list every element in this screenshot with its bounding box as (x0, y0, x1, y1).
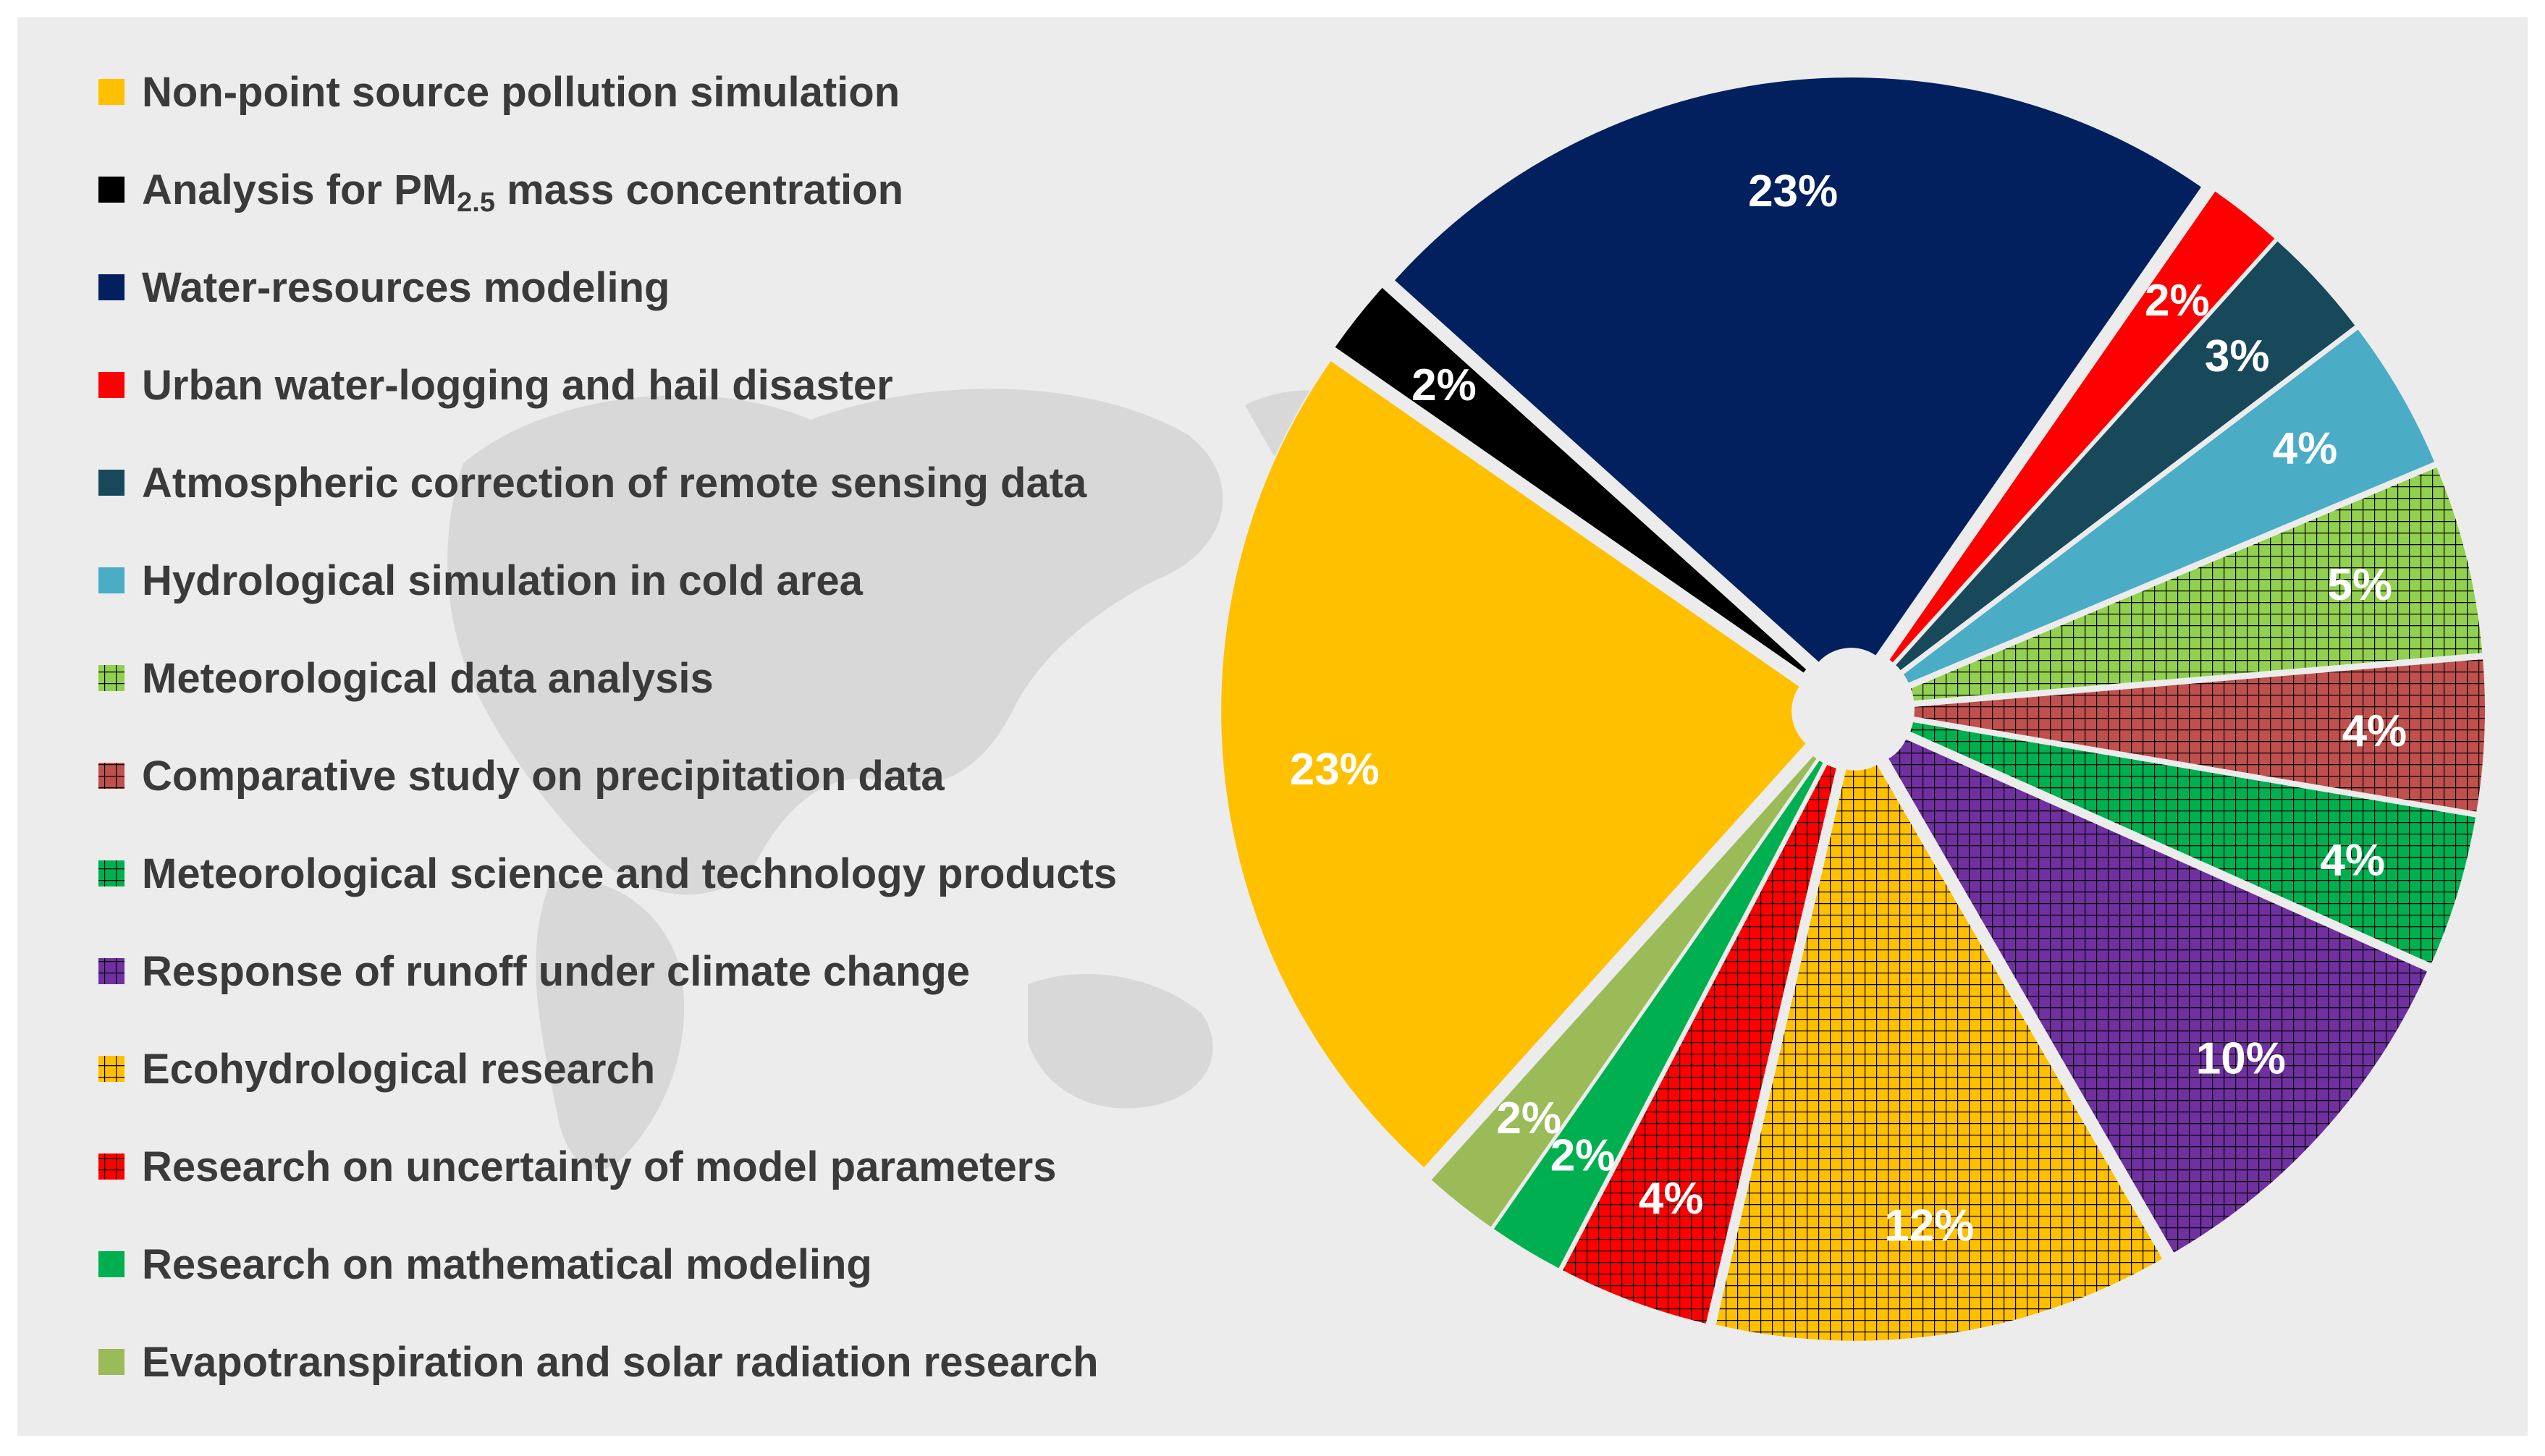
pie-slice-meteorological-data-analysis (1909, 465, 2484, 703)
pie-slice-meteorological-science-and-technology-products (1908, 720, 2478, 965)
pie-slice-labels: 23%2%3%4%5%4%4%10%12%4%2%2%23%2% (1290, 166, 2407, 1250)
legend-swatch (98, 1251, 124, 1277)
legend-label: Water-resources modeling (142, 264, 670, 311)
pie-slices (1220, 76, 2486, 1342)
pie-slice-ecohydrological-research (1714, 763, 2164, 1342)
legend-item: Urban water-logging and hail disaster (98, 362, 893, 409)
legend-label: Urban water-logging and hail disaster (142, 362, 893, 409)
slice-label-water-resources-modeling: 23% (1748, 166, 1838, 216)
pie-slice-analysis-for-pm2-5-mass-concentration (1333, 285, 1809, 675)
legend-label: Response of runoff under climate change (142, 948, 970, 995)
legend-item: Meteorological data analysis (98, 655, 714, 702)
legend-label: Ecohydrological research (142, 1046, 655, 1093)
legend-item: Non-point source pollution simulation (98, 69, 900, 116)
pie-slice-research-on-mathematical-modeling (1492, 758, 1826, 1271)
legend-swatch (98, 372, 124, 398)
legend-swatch (98, 567, 124, 593)
slice-label-evapotranspiration-and-solar-radiation-research: 2% (1496, 1093, 1561, 1143)
legend-label: Atmospheric correction of remote sensing… (142, 460, 1087, 507)
pie-slice-atmospheric-correction-of-remote-sensing-data (1894, 239, 2358, 672)
legend-swatch (98, 763, 124, 789)
legend-label: Evapotranspiration and solar radiation r… (142, 1339, 1099, 1386)
pie-slice-comparative-study-on-precipitation-data (1912, 657, 2486, 813)
legend-swatch (98, 1056, 124, 1082)
legend: Non-point source pollution simulation Ana… (98, 69, 1117, 1386)
legend-item: Comparative study on precipitation data (98, 753, 945, 800)
legend-swatch (98, 860, 124, 886)
world-map-watermark (447, 389, 1404, 1170)
slice-label-comparative-study-on-precipitation-data: 4% (2342, 706, 2407, 756)
slice-label-urban-water-logging-and-hail-disaster: 2% (2145, 276, 2210, 326)
slice-label-ecohydrological-research: 12% (1884, 1201, 1974, 1250)
legend-swatch (98, 1349, 124, 1375)
slice-label-research-on-uncertainty-of-model-parameters: 4% (1639, 1174, 1704, 1224)
pie-slice-urban-water-logging-and-hail-disaster (1887, 189, 2277, 665)
legend-swatch (98, 470, 124, 496)
legend-swatch (98, 1154, 124, 1180)
slice-label-research-on-mathematical-modeling: 2% (1550, 1131, 1616, 1181)
legend-swatch (98, 79, 124, 105)
legend-item: Atmospheric correction of remote sensing… (98, 460, 1087, 507)
legend-label: Meteorological science and technology pr… (142, 850, 1117, 897)
slice-label-meteorological-science-and-technology-products: 4% (2320, 835, 2385, 885)
legend-item: Meteorological science and technology pr… (98, 850, 1117, 897)
legend-item: Ecohydrological research (98, 1046, 655, 1093)
legend-label: Non-point source pollution simulation (142, 69, 900, 116)
slice-label-meteorological-data-analysis: 5% (2327, 560, 2392, 610)
legend-item: Research on mathematical modeling (98, 1241, 872, 1288)
legend-label: Analysis for PM2.5 mass concentration (142, 166, 903, 218)
pie-slice-hydrological-simulation-in-cold-area (1902, 327, 2436, 685)
legend-label: Meteorological data analysis (142, 655, 714, 702)
slice-label-analysis-for-pm2-5-mass-concentration: 2% (1411, 360, 1477, 410)
slice-label-atmospheric-correction-of-remote-sensing-data: 3% (2205, 331, 2270, 381)
legend-label: Comparative study on precipitation data (142, 753, 945, 800)
legend-item: Analysis for PM2.5 mass concentration (98, 166, 903, 218)
legend-label: Research on uncertainty of model paramet… (142, 1143, 1057, 1190)
legend-item: Hydrological simulation in cold area (98, 557, 864, 604)
pie-slice-response-of-runoff-under-climate-change (1886, 737, 2429, 1255)
pie-slice-evapotranspiration-and-solar-radiation-research (1429, 753, 1819, 1229)
pie-slice-research-on-uncertainty-of-model-parameters (1561, 763, 1839, 1326)
slice-label-response-of-runoff-under-climate-change: 10% (2196, 1033, 2286, 1083)
legend-item: Response of runoff under climate change (98, 948, 970, 995)
slice-label-hydrological-simulation-in-cold-area: 4% (2273, 424, 2338, 474)
pie-slice-water-resources-modeling (1393, 76, 2203, 664)
legend-swatch (98, 958, 124, 984)
legend-label: Hydrological simulation in cold area (142, 557, 864, 604)
legend-swatch (98, 665, 124, 691)
slice-label-non-point-source-pollution-simulation: 23% (1290, 745, 1380, 795)
legend-label: Research on mathematical modeling (142, 1241, 872, 1288)
legend-item: Water-resources modeling (98, 264, 670, 311)
legend-swatch (98, 274, 124, 300)
legend-item: Evapotranspiration and solar radiation r… (98, 1339, 1099, 1386)
legend-swatch (98, 177, 124, 203)
pie-slice-non-point-source-pollution-simulation (1220, 359, 1808, 1169)
legend-item: Research on uncertainty of model paramet… (98, 1143, 1057, 1190)
